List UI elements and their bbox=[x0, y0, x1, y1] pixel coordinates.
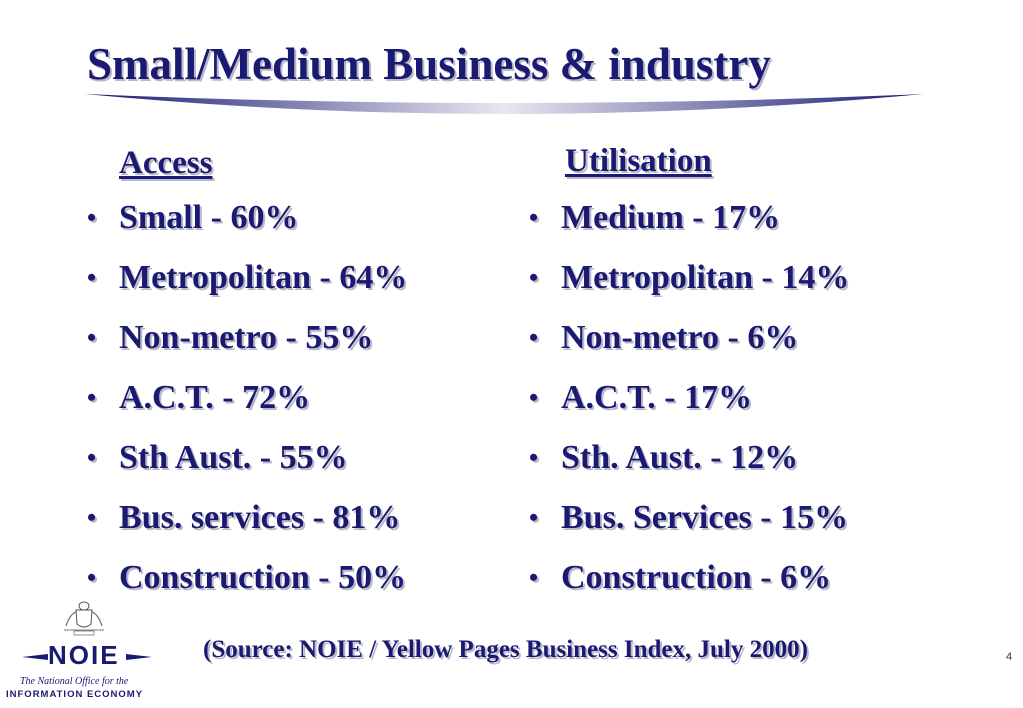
list-item-label: Metropolitan - 64% bbox=[119, 259, 408, 296]
list-item: • Bus. services - 81% bbox=[85, 494, 407, 554]
list-item-label: Sth Aust. - 55% bbox=[119, 439, 348, 476]
bullet-icon: • bbox=[87, 443, 97, 472]
utilisation-list: • Medium - 17% • Metropolitan - 14% • Non-m… bbox=[527, 194, 849, 614]
list-item: • Non-metro - 6% bbox=[527, 314, 849, 374]
page-number: 4 bbox=[1006, 651, 1013, 663]
bullet-icon: • bbox=[529, 203, 539, 232]
bullet-icon: • bbox=[87, 383, 97, 412]
list-item: • Bus. Services - 15% bbox=[527, 494, 849, 554]
list-item-label: Non-metro - 6% bbox=[561, 319, 799, 356]
source-note: (Source: NOIE / Yellow Pages Business In… bbox=[203, 636, 808, 663]
list-item-label: Construction - 6% bbox=[561, 559, 832, 596]
list-item-label: A.C.T. - 72% bbox=[119, 379, 311, 416]
list-item: • Construction - 6% bbox=[527, 554, 849, 614]
list-item: • Metropolitan - 14% bbox=[527, 254, 849, 314]
list-item-label: Metropolitan - 14% bbox=[561, 259, 850, 296]
bullet-icon: • bbox=[529, 563, 539, 592]
bullet-icon: • bbox=[87, 203, 97, 232]
bullet-icon: • bbox=[529, 503, 539, 532]
access-list: • Small - 60% • Metropolitan - 64% • Non-me… bbox=[85, 194, 407, 614]
list-item: • Medium - 17% bbox=[527, 194, 849, 254]
noie-logo: NOIE The National Office for the INFORMA… bbox=[0, 600, 170, 708]
slide-title: Small/Medium Business & industry bbox=[87, 39, 771, 89]
utilisation-heading: Utilisation bbox=[565, 143, 712, 179]
logo-tagline: The National Office for the bbox=[20, 676, 129, 687]
list-item-label: Bus. services - 81% bbox=[119, 499, 401, 536]
list-item-label: Non-metro - 55% bbox=[119, 319, 374, 356]
bullet-icon: • bbox=[529, 383, 539, 412]
list-item: • Sth Aust. - 55% bbox=[85, 434, 407, 494]
bullet-icon: • bbox=[87, 323, 97, 352]
list-item: • Small - 60% bbox=[85, 194, 407, 254]
logo-tagline-bold: INFORMATION ECONOMY bbox=[6, 689, 144, 700]
bullet-icon: • bbox=[87, 263, 97, 292]
list-item: • Metropolitan - 64% bbox=[85, 254, 407, 314]
logo-bar-icon bbox=[22, 654, 152, 660]
bullet-icon: • bbox=[87, 503, 97, 532]
coat-of-arms-icon bbox=[64, 601, 104, 636]
list-item: • Non-metro - 55% bbox=[85, 314, 407, 374]
bullet-icon: • bbox=[529, 323, 539, 352]
logo-wordmark: NOIE bbox=[48, 640, 120, 670]
access-heading: Access bbox=[119, 145, 213, 181]
list-item: • Sth. Aust. - 12% bbox=[527, 434, 849, 494]
list-item-label: Construction - 50% bbox=[119, 559, 407, 596]
bullet-icon: • bbox=[529, 443, 539, 472]
list-item-label: Small - 60% bbox=[119, 199, 299, 236]
list-item: • Construction - 50% bbox=[85, 554, 407, 614]
list-item: • A.C.T. - 17% bbox=[527, 374, 849, 434]
bullet-icon: • bbox=[529, 263, 539, 292]
list-item-label: Medium - 17% bbox=[561, 199, 781, 236]
list-item-label: Sth. Aust. - 12% bbox=[561, 439, 799, 476]
list-item-label: A.C.T. - 17% bbox=[561, 379, 753, 416]
list-item: • A.C.T. - 72% bbox=[85, 374, 407, 434]
list-item-label: Bus. Services - 15% bbox=[561, 499, 849, 536]
bullet-icon: • bbox=[87, 563, 97, 592]
title-underline-swoosh bbox=[85, 94, 923, 114]
